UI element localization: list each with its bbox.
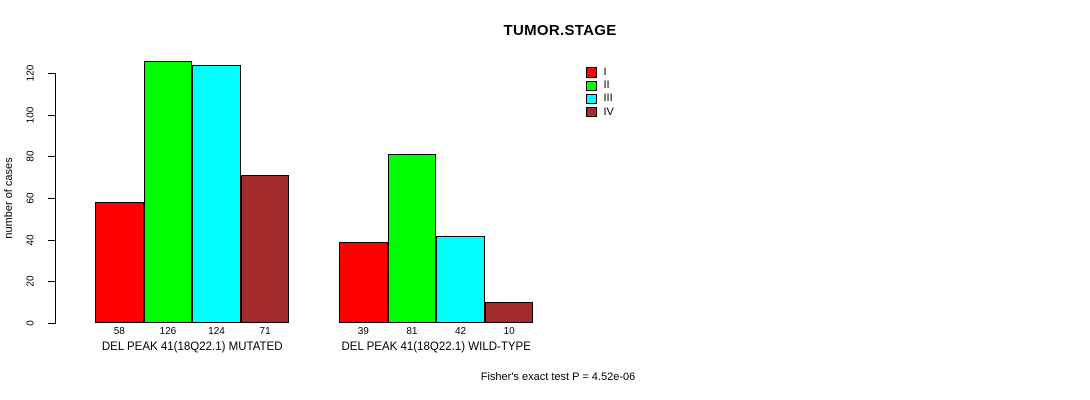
- y-tick-label: 0: [25, 320, 37, 326]
- bar-ii-group1: [143, 60, 193, 323]
- legend-item-iv: IV: [586, 106, 614, 119]
- bar-iii-group1: [192, 64, 241, 323]
- category-label: DEL PEAK 41(18Q22.1) MUTATED: [101, 341, 283, 353]
- bar-value-label: 81: [406, 326, 418, 337]
- bar-value-label: 10: [503, 326, 515, 337]
- legend-item-iii: III: [586, 92, 614, 105]
- bar-i-group1: [95, 202, 144, 323]
- y-tick: [48, 323, 56, 324]
- bar-iii-group2: [436, 235, 485, 323]
- y-tick: [48, 114, 56, 116]
- bar-value-label: 39: [357, 326, 369, 337]
- legend-item-ii: II: [586, 79, 614, 92]
- y-tick-label: 120: [25, 64, 37, 82]
- legend-swatch-icon: [586, 67, 597, 78]
- legend-label: I: [603, 66, 607, 79]
- y-tick: [48, 281, 56, 283]
- category-label: DEL PEAK 41(18Q22.1) WILD-TYPE: [341, 341, 531, 353]
- legend-label: IV: [603, 105, 614, 118]
- legend-swatch-icon: [586, 106, 597, 118]
- stat-test-annotation: Fisher's exact test P = 4.52e-06: [480, 371, 636, 383]
- bar-value-label: 42: [454, 326, 467, 337]
- y-axis-label: number of cases: [3, 157, 15, 239]
- legend-label: II: [603, 79, 610, 92]
- y-tick-label: 20: [25, 275, 37, 287]
- bar-value-label: 71: [259, 326, 271, 337]
- bar-ii-group2: [387, 154, 437, 323]
- y-tick-label: 40: [25, 234, 37, 246]
- y-tick: [48, 73, 56, 74]
- y-tick-label: 60: [25, 192, 37, 204]
- y-tick-label: 100: [25, 106, 37, 123]
- y-tick: [48, 156, 56, 158]
- bar-value-label: 58: [113, 326, 125, 337]
- bar-i-group2: [339, 241, 388, 323]
- y-tick: [48, 198, 56, 199]
- bar-value-label: 124: [208, 326, 225, 337]
- chart-title: TUMOR.STAGE: [503, 22, 617, 39]
- legend: I II III IV: [586, 66, 614, 119]
- bar-iv-group1: [240, 175, 290, 323]
- bar-value-label: 126: [159, 326, 177, 337]
- y-tick: [48, 239, 56, 241]
- legend-swatch-icon: [586, 80, 597, 92]
- legend-swatch-icon: [586, 93, 597, 105]
- y-tick-label: 80: [25, 150, 37, 162]
- legend-item-i: I: [586, 66, 614, 79]
- legend-label: III: [603, 92, 613, 105]
- bar-iv-group2: [484, 302, 534, 323]
